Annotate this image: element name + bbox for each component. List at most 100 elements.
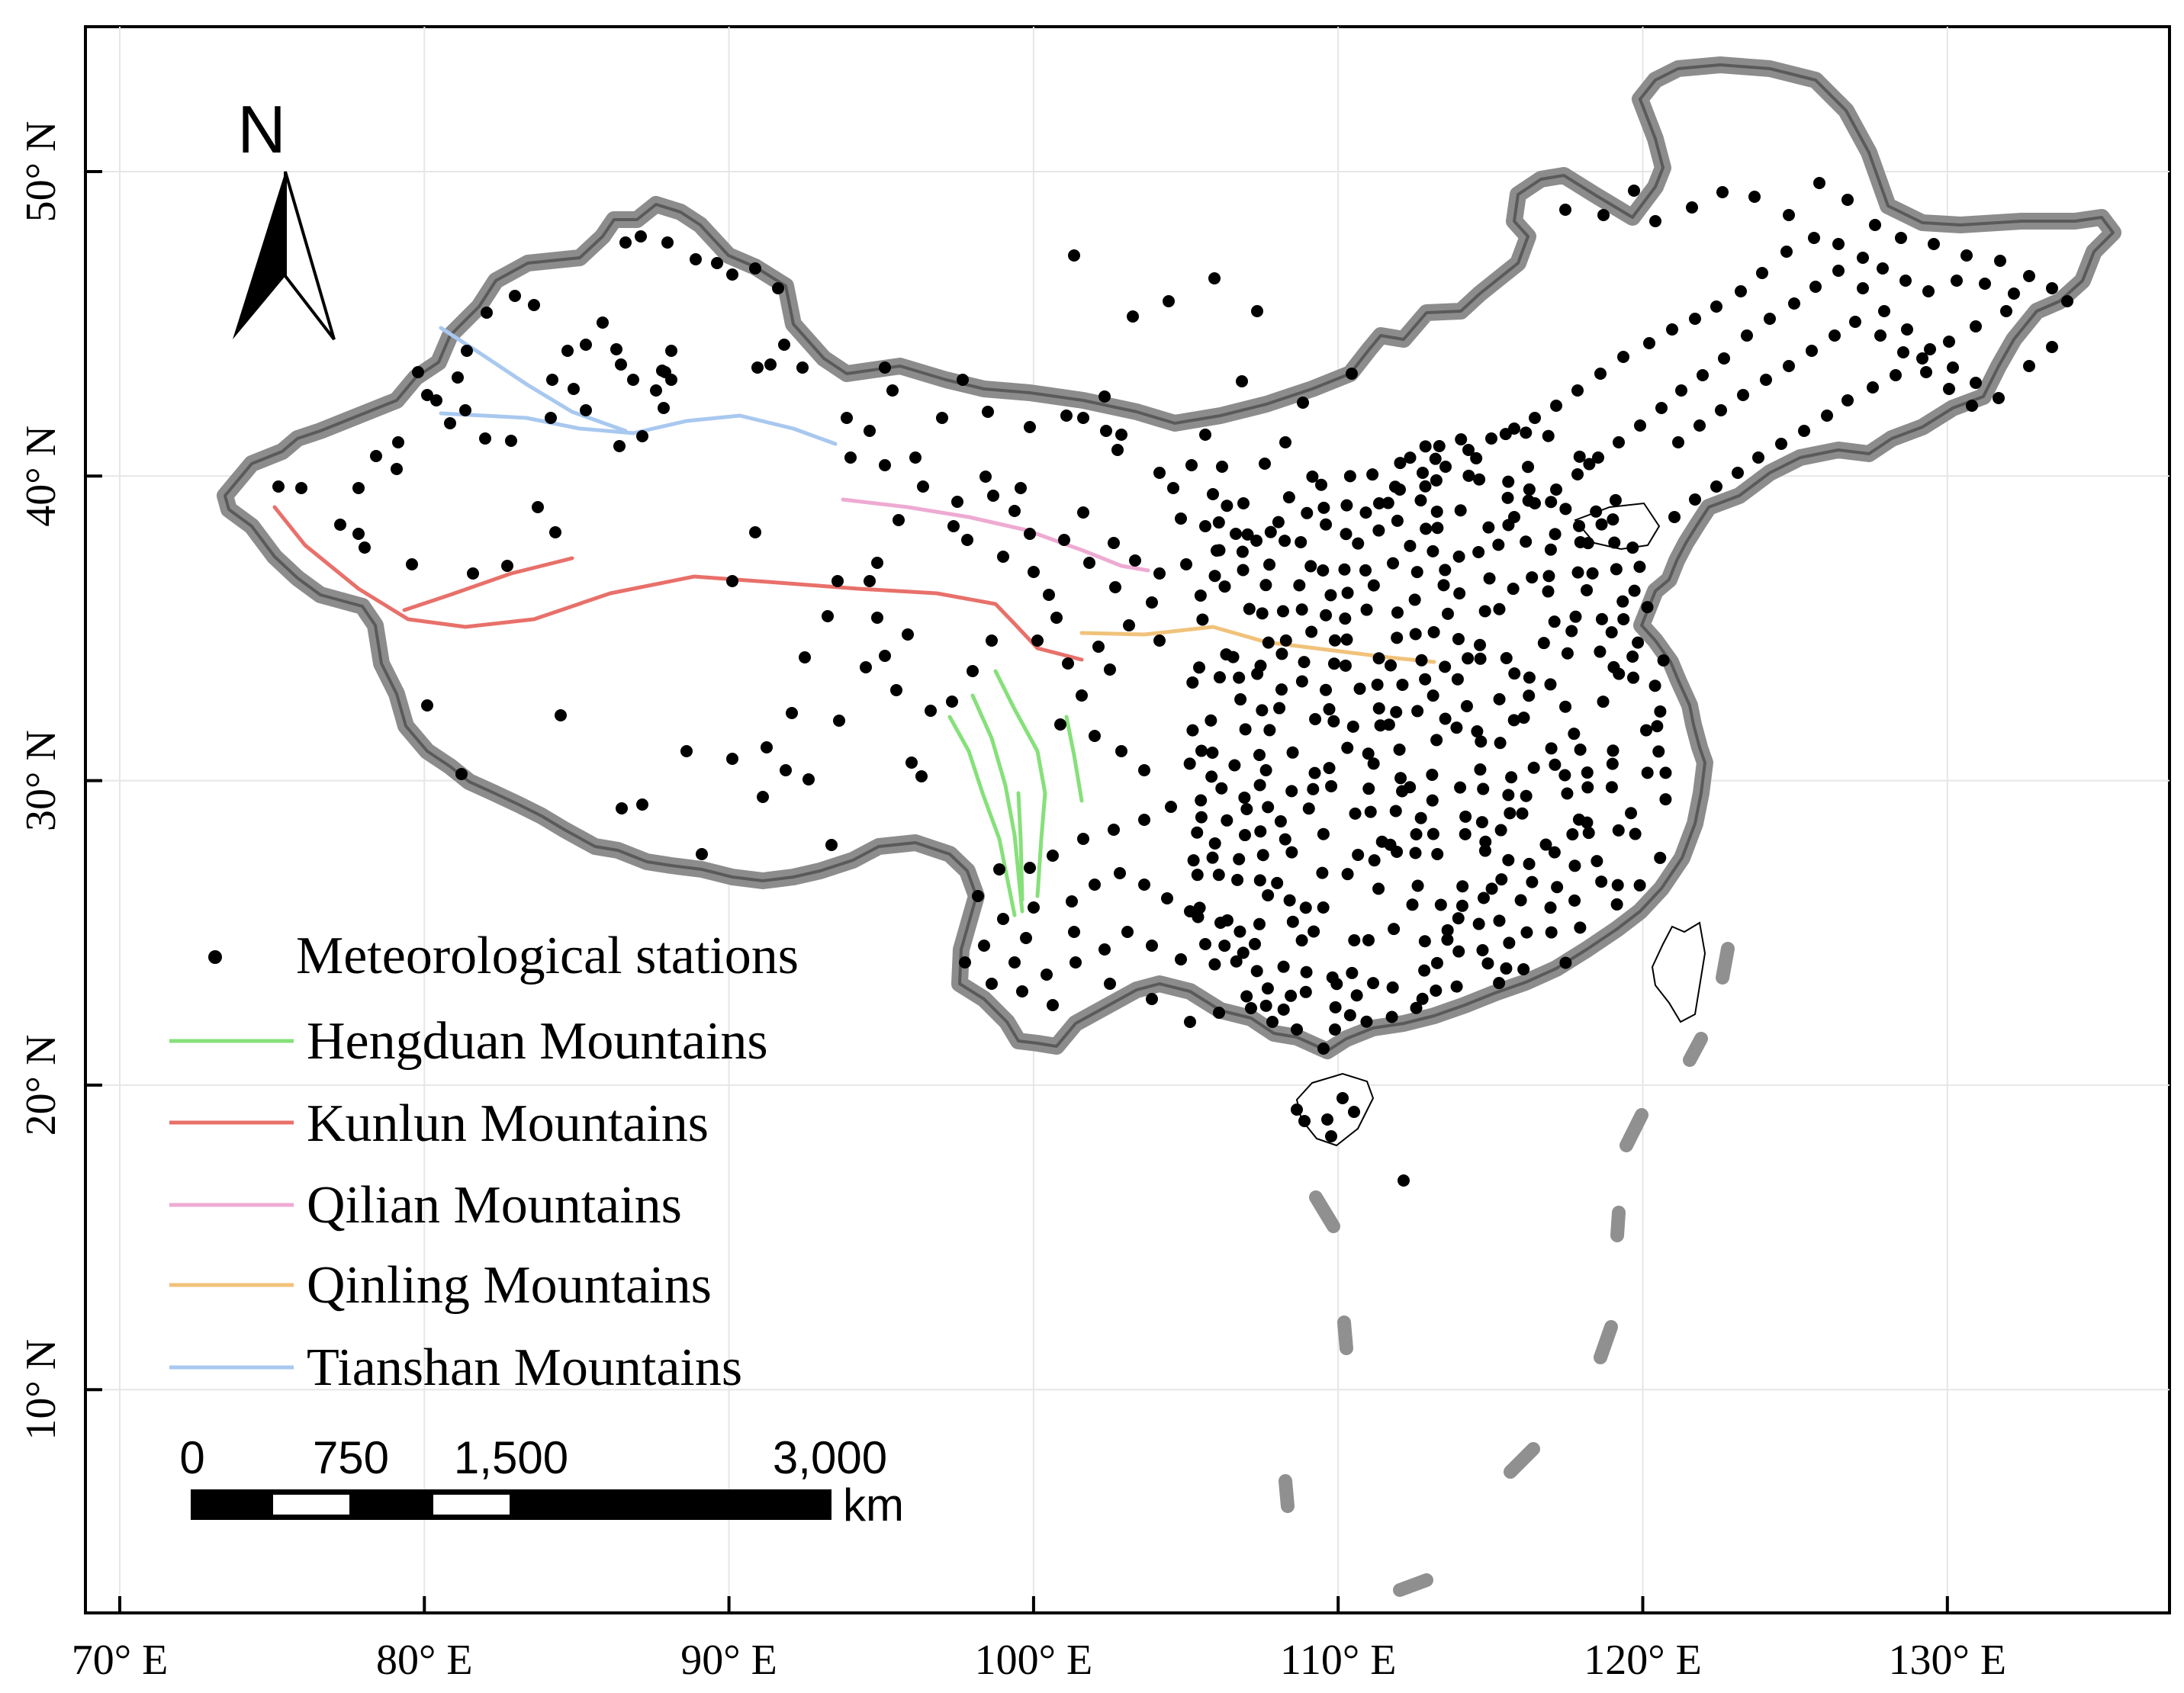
scale-bar: 0 750 1,500 3,000 km xyxy=(179,1432,904,1531)
station-marker xyxy=(1545,742,1558,755)
station-marker xyxy=(1783,360,1795,372)
station-marker xyxy=(1813,177,1825,189)
station-marker xyxy=(1520,926,1533,939)
station-marker xyxy=(1340,633,1353,646)
station-marker xyxy=(1249,937,1262,950)
station-marker xyxy=(1841,394,1854,406)
station-marker xyxy=(1282,491,1295,504)
station-marker xyxy=(1279,833,1291,846)
station-marker xyxy=(778,339,790,351)
station-marker xyxy=(1389,805,1402,818)
station-marker xyxy=(1420,522,1433,535)
station-marker xyxy=(1581,766,1594,779)
station-marker xyxy=(1195,811,1208,824)
station-marker xyxy=(1346,966,1359,979)
station-marker xyxy=(1243,602,1256,615)
station-marker xyxy=(1462,652,1475,665)
station-marker xyxy=(1386,981,1399,994)
station-marker xyxy=(1191,869,1204,882)
station-marker xyxy=(1349,807,1362,820)
station-marker xyxy=(1493,977,1506,990)
station-marker xyxy=(1970,377,1982,389)
x-tick-label: 90° E xyxy=(680,1637,777,1684)
station-marker xyxy=(1016,985,1028,997)
station-marker xyxy=(1293,579,1306,592)
station-marker xyxy=(1409,846,1422,859)
station-marker xyxy=(501,560,513,572)
station-marker xyxy=(1459,827,1472,840)
station-marker xyxy=(1391,514,1404,527)
station-marker xyxy=(1028,566,1040,578)
station-marker xyxy=(659,366,671,378)
station-marker xyxy=(1325,779,1338,792)
station-marker xyxy=(1672,436,1684,448)
south-china-sea-dashes xyxy=(1279,942,1735,1597)
station-marker xyxy=(1482,521,1495,534)
station-marker xyxy=(1561,647,1574,660)
station-marker xyxy=(1640,724,1653,737)
station-marker xyxy=(1343,1009,1356,1022)
y-tick-label: 20° N xyxy=(18,1034,65,1136)
station-marker xyxy=(1180,558,1192,570)
legend-qilian-label: Qilian Mountains xyxy=(307,1176,682,1235)
station-marker xyxy=(1613,436,1625,448)
station-marker xyxy=(961,534,973,546)
station-marker xyxy=(1430,984,1443,997)
station-marker xyxy=(1308,925,1320,938)
station-marker xyxy=(1454,504,1467,517)
station-marker xyxy=(1471,725,1484,738)
station-marker xyxy=(1184,1016,1196,1028)
station-marker xyxy=(1092,641,1105,653)
station-marker xyxy=(1928,238,1940,250)
station-marker xyxy=(1689,493,1701,506)
station-marker xyxy=(1396,678,1409,691)
station-marker xyxy=(1516,807,1529,820)
station-marker xyxy=(1625,807,1638,820)
station-marker xyxy=(1387,557,1400,570)
station-marker xyxy=(764,358,777,371)
station-marker xyxy=(1452,550,1465,563)
station-marker xyxy=(1597,209,1610,221)
station-marker xyxy=(1710,300,1722,313)
station-marker xyxy=(1146,940,1158,952)
station-marker xyxy=(1595,518,1608,531)
station-marker xyxy=(1411,705,1424,718)
station-marker xyxy=(1279,436,1291,448)
station-marker xyxy=(1191,826,1204,839)
station-marker xyxy=(1404,781,1417,794)
station-marker xyxy=(1970,320,1982,332)
station-marker xyxy=(1308,766,1321,779)
station-marker xyxy=(635,230,647,243)
station-marker xyxy=(1788,297,1800,310)
station-marker xyxy=(1195,744,1208,757)
station-marker xyxy=(1503,936,1516,949)
station-marker xyxy=(1617,351,1629,363)
station-marker xyxy=(1441,933,1454,946)
station-marker xyxy=(1228,759,1241,772)
station-marker xyxy=(1544,678,1557,691)
station-marker xyxy=(1031,634,1044,647)
station-marker xyxy=(936,412,948,424)
station-marker xyxy=(1186,724,1199,737)
station-marker xyxy=(580,339,592,351)
station-marker xyxy=(905,757,918,769)
station-marker xyxy=(1571,468,1584,480)
station-marker xyxy=(1590,505,1603,518)
station-marker xyxy=(1878,305,1890,317)
station-marker xyxy=(726,268,738,281)
station-marker xyxy=(1559,503,1572,516)
station-marker xyxy=(1453,587,1466,600)
station-marker xyxy=(1230,528,1242,540)
station-marker xyxy=(1568,728,1581,740)
station-marker xyxy=(1686,201,1698,214)
station-marker xyxy=(1341,868,1354,881)
station-marker xyxy=(1617,612,1630,625)
station-marker xyxy=(1341,586,1354,599)
station-marker xyxy=(786,707,798,719)
station-marker xyxy=(1111,444,1124,456)
station-marker xyxy=(1306,471,1319,483)
station-marker xyxy=(1283,894,1296,907)
station-marker xyxy=(1899,275,1912,287)
station-marker xyxy=(1240,990,1253,1003)
station-marker xyxy=(1348,933,1361,946)
